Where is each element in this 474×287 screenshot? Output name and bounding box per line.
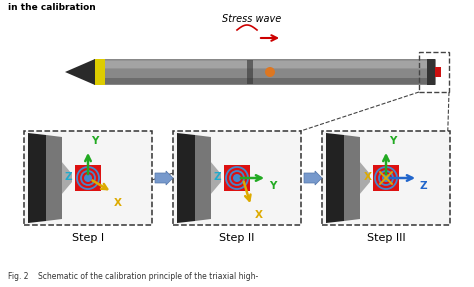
- Text: X: X: [364, 172, 372, 182]
- Text: Step II: Step II: [219, 233, 255, 243]
- Polygon shape: [344, 135, 360, 221]
- FancyBboxPatch shape: [435, 67, 441, 77]
- FancyBboxPatch shape: [224, 165, 250, 191]
- Text: Y: Y: [269, 181, 276, 191]
- Polygon shape: [177, 133, 195, 223]
- Circle shape: [84, 174, 92, 182]
- FancyBboxPatch shape: [24, 131, 152, 225]
- FancyArrow shape: [155, 171, 173, 185]
- Text: Z: Z: [213, 172, 221, 182]
- Text: X: X: [255, 210, 263, 220]
- Polygon shape: [65, 59, 95, 85]
- Text: Stress wave: Stress wave: [222, 14, 282, 24]
- Circle shape: [382, 174, 390, 182]
- FancyBboxPatch shape: [322, 131, 450, 225]
- Text: Step III: Step III: [367, 233, 405, 243]
- Text: in the calibration: in the calibration: [8, 3, 96, 12]
- Text: X: X: [114, 198, 122, 208]
- Circle shape: [233, 174, 241, 182]
- Polygon shape: [177, 133, 221, 223]
- Text: Z: Z: [420, 181, 428, 191]
- Polygon shape: [326, 133, 370, 223]
- Text: Fig. 2    Schematic of the calibration principle of the triaxial high-: Fig. 2 Schematic of the calibration prin…: [8, 272, 258, 281]
- Polygon shape: [28, 133, 72, 223]
- FancyBboxPatch shape: [247, 60, 253, 84]
- FancyArrow shape: [304, 171, 322, 185]
- Text: Step I: Step I: [72, 233, 104, 243]
- Circle shape: [265, 67, 275, 77]
- FancyBboxPatch shape: [427, 59, 435, 85]
- Text: Y: Y: [389, 136, 396, 146]
- Polygon shape: [326, 133, 344, 223]
- FancyBboxPatch shape: [75, 165, 101, 191]
- Polygon shape: [46, 135, 62, 221]
- Polygon shape: [195, 135, 211, 221]
- Text: Y: Y: [91, 136, 99, 146]
- FancyBboxPatch shape: [173, 131, 301, 225]
- Text: Z: Z: [64, 172, 72, 182]
- FancyBboxPatch shape: [95, 61, 435, 68]
- Polygon shape: [28, 133, 46, 223]
- FancyBboxPatch shape: [95, 78, 435, 84]
- FancyBboxPatch shape: [373, 165, 399, 191]
- FancyBboxPatch shape: [94, 59, 436, 85]
- FancyBboxPatch shape: [95, 59, 105, 85]
